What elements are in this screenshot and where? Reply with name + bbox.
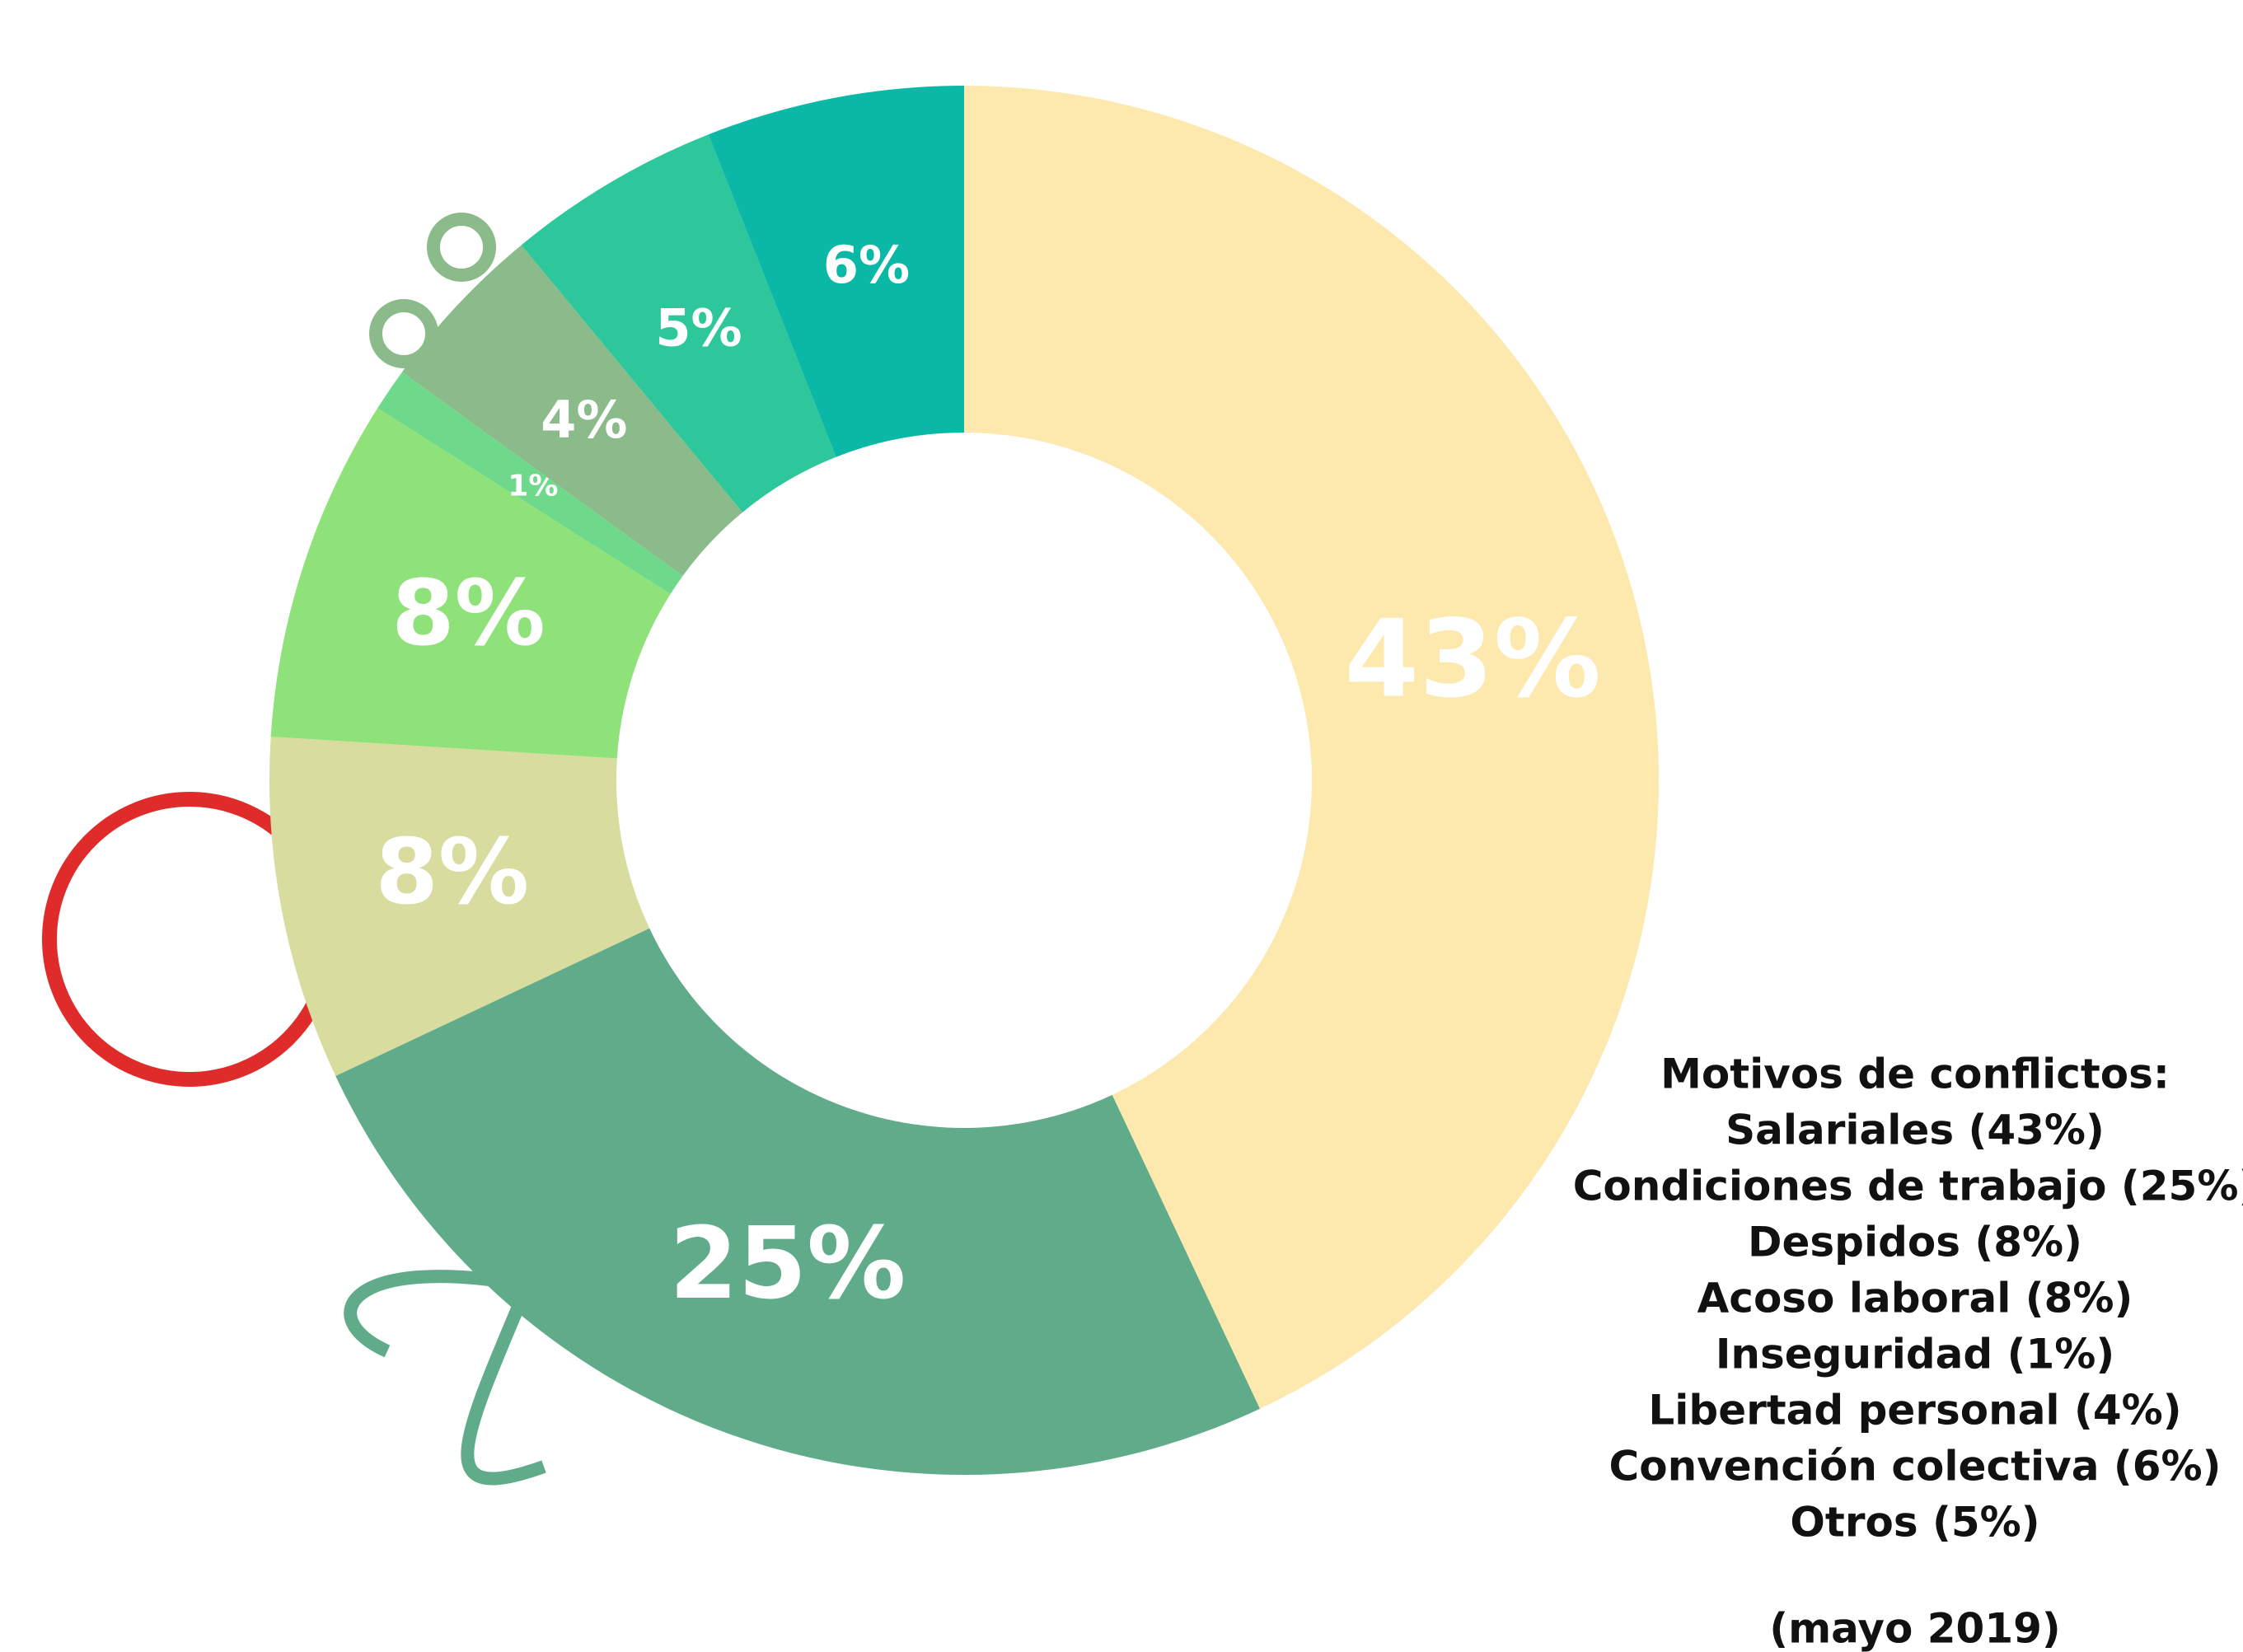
legend-title: Motivos de conflictos: (1660, 1051, 2170, 1098)
slice-label: 43% (1345, 597, 1601, 722)
legend-entry: Salariales (43%) (1726, 1107, 2105, 1154)
donut-slice (964, 86, 1659, 1409)
legend-entry: Otros (5%) (1790, 1499, 2039, 1547)
handcuff-icon (427, 213, 496, 282)
slice-label: 5% (655, 298, 742, 358)
donut-slice (521, 134, 836, 512)
legend-entry: Condiciones de trabajo (25%) (1573, 1163, 2243, 1210)
donut-slice (377, 372, 683, 594)
handcuff-icon (369, 299, 438, 368)
legend-entry: Libertad personal (4%) (1648, 1387, 2181, 1434)
slice-label: 6% (823, 235, 910, 295)
slice-label: 4% (541, 390, 627, 450)
donut-slice (708, 86, 964, 457)
legend-entry: Convención colectiva (6%) (1609, 1443, 2222, 1491)
donut-slice (270, 408, 671, 759)
legend-entry: Despidos (8%) (1748, 1219, 2082, 1266)
donut-slice (335, 928, 1260, 1475)
slice-label: 25% (669, 1207, 906, 1322)
legend-entry: Acoso laboral (8%) (1697, 1275, 2133, 1322)
slice-label: 8% (375, 819, 529, 924)
donut-slice (269, 737, 650, 1076)
slice-label: 8% (391, 560, 546, 666)
donut-slice (401, 245, 743, 576)
note: (mayo 2019) (1769, 1605, 2061, 1652)
legend-entry: Inseguridad (1%) (1716, 1331, 2114, 1378)
